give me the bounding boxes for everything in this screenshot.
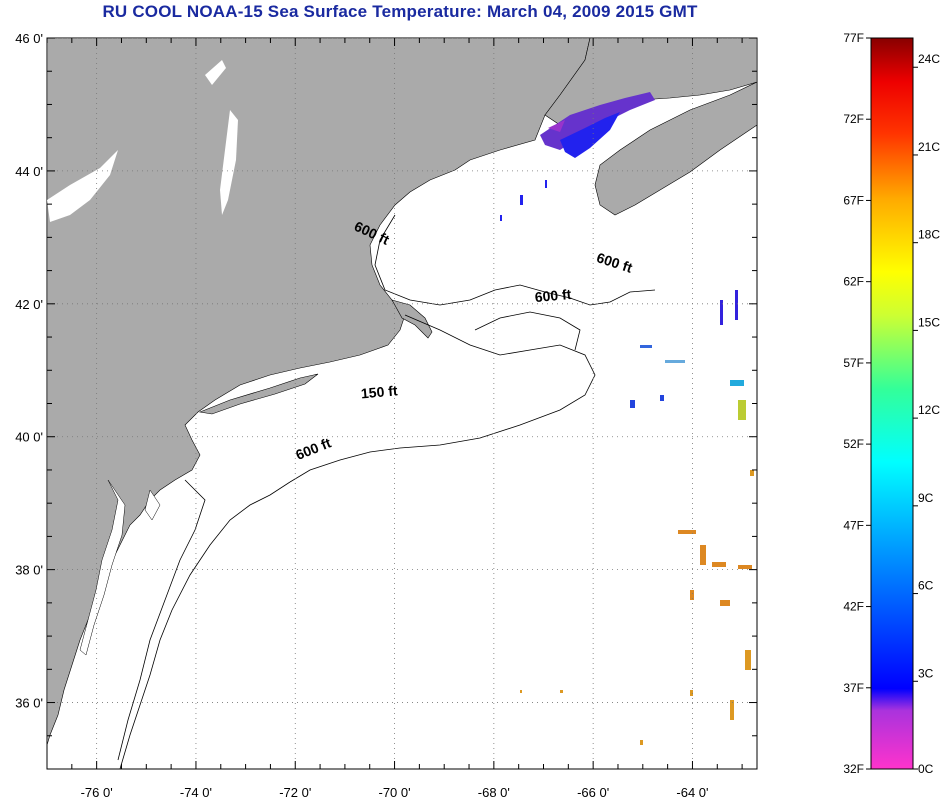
lon-label: -68 0' [478,785,510,800]
contour-600ft-gom [374,214,656,306]
lon-label: -64 0' [676,785,708,800]
axis-ticks [46,37,757,770]
sst-pixels-offshore [520,290,754,745]
colorbar-f-label: 52F [843,437,864,451]
colorbar-c-label: 3C [918,666,934,680]
contour-600ft-shelf [119,481,291,769]
lake-champlain [220,110,238,215]
colorbar: 77F 72F 67F 62F 57F 52F 47F 42F 37F 32F 24C 21C 18C… [843,31,940,776]
map-title: RU COOL NOAA-15 Sea Surface Temperature:… [102,2,698,21]
lake-ontario-edge [47,150,118,222]
colorbar-f-label: 67F [843,193,864,207]
lat-label: 36 0' [15,696,43,711]
colorbar-celsius-labels: 24C 21C 18C 15C 12C 9C 6C 3C 0C [918,52,940,776]
colorbar-gradient [870,37,914,770]
colorbar-c-label: 21C [918,140,940,154]
contour-150ft [289,314,596,483]
lat-label: 42 0' [15,297,43,312]
colorbar-c-label: 6C [918,579,934,593]
lon-label: -70 0' [378,785,410,800]
lon-label: -66 0' [577,785,609,800]
colorbar-ticks [866,37,918,770]
lat-label: 40 0' [15,430,43,445]
colorbar-fahrenheit-labels: 77F 72F 67F 62F 57F 52F 47F 42F 37F 32F [843,31,864,776]
lon-label: -72 0' [279,785,311,800]
lat-label: 38 0' [15,563,43,578]
lake-moosehead [205,60,226,85]
colorbar-c-label: 15C [918,315,940,329]
colorbar-f-label: 37F [843,681,864,695]
longitude-labels: -76 0' -74 0' -72 0' -70 0' -68 0' -66 0' -64 … [81,785,709,800]
colorbar-f-label: 32F [843,762,864,776]
colorbar-c-label: 18C [918,228,940,242]
colorbar-c-label: 24C [918,52,940,66]
contour-label: 150 ft [360,382,398,401]
colorbar-f-label: 57F [843,356,864,370]
colorbar-c-label: 12C [918,403,940,417]
lat-label: 46 0' [15,31,43,46]
sst-pixels-fundy [500,92,655,221]
lat-label: 44 0' [15,164,43,179]
delaware-bay [144,489,161,521]
contour-georges [474,311,581,351]
colorbar-f-label: 47F [843,518,864,532]
colorbar-f-label: 77F [843,31,864,45]
latitude-labels: 46 0' 44 0' 42 0' 40 0' 38 0' 36 0' [15,31,43,711]
contour-600ft-inner [117,479,206,761]
colorbar-f-label: 72F [843,112,864,126]
colorbar-f-label: 42F [843,600,864,614]
graticule [47,38,757,769]
depth-contours [117,214,656,769]
land-nova-scotia [594,81,757,216]
land-cape-cod [391,299,433,339]
contour-label: 600 ft [534,286,572,305]
lon-label: -74 0' [180,785,212,800]
colorbar-c-label: 9C [918,491,934,505]
lon-label: -76 0' [81,785,113,800]
land-long-island [198,373,319,415]
chesapeake-bay [79,479,126,656]
colorbar-c-label: 0C [918,762,934,776]
colorbar-f-label: 62F [843,275,864,289]
